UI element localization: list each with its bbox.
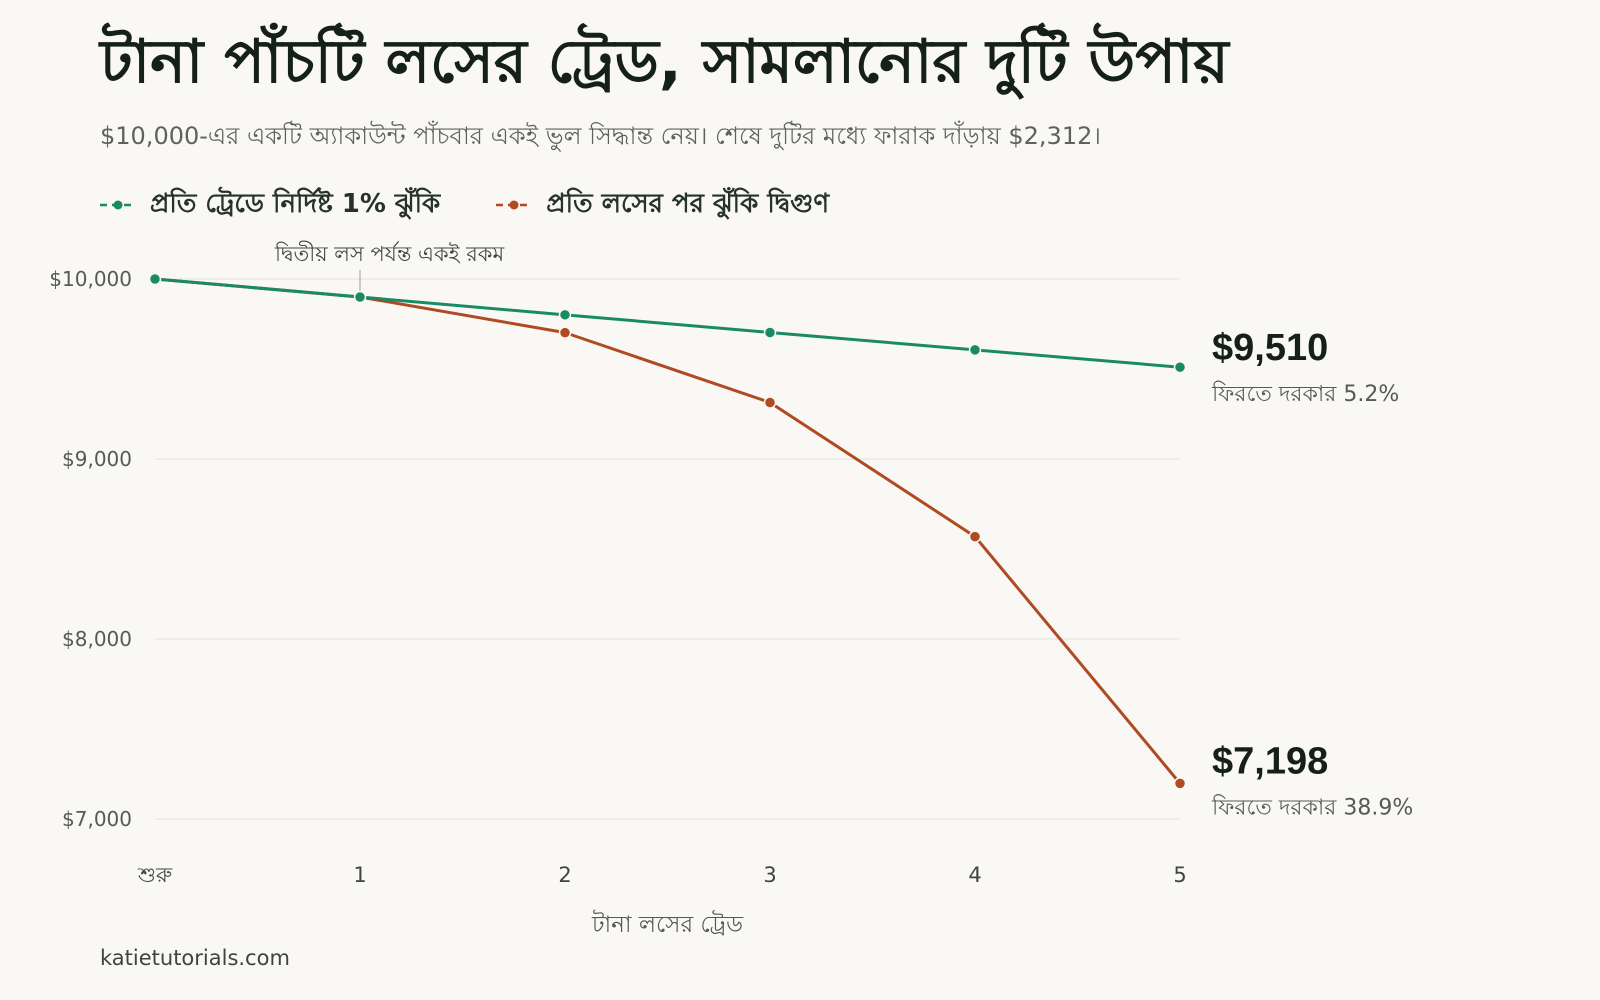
chart-subtitle: $10,000-এর একটি অ্যাকাউন্ট পাঁচবার একই ভ… <box>100 122 1101 150</box>
data-point-doubling <box>763 396 777 409</box>
end-value-label-doubling: $7,198 <box>1212 740 1328 782</box>
data-point-doubling <box>558 326 572 339</box>
legend-marker-doubling <box>496 200 533 210</box>
legend: প্রতি ট্রেডে নির্দিষ্ট 1% ঝুঁকি প্রতি লস… <box>100 183 829 227</box>
legend-item-doubling: প্রতি লসের পর ঝুঁকি দ্বিগুণ <box>496 183 829 227</box>
data-point-doubling <box>968 530 982 543</box>
x-tick-label: 3 <box>763 863 776 887</box>
end-note-doubling: ফিরতে দরকার 38.9% <box>1211 794 1413 820</box>
data-point-fixed <box>353 290 367 304</box>
data-point-doubling <box>1173 777 1187 790</box>
end-value-label-fixed: $9,510 <box>1212 327 1328 369</box>
data-point-fixed <box>1173 360 1187 374</box>
legend-marker-fixed <box>100 200 136 210</box>
series-line-fixed <box>153 277 1182 369</box>
data-point-fixed <box>763 326 777 339</box>
data-point-fixed <box>148 272 162 286</box>
x-tick-label: শুরু <box>137 863 173 887</box>
data-point-fixed <box>968 343 982 357</box>
source-credit: katietutorials.com <box>100 946 290 970</box>
y-tick-label: $7,000 <box>62 807 132 831</box>
data-point-fixed <box>558 308 572 322</box>
legend-item-fixed: প্রতি ট্রেডে নির্দিষ্ট 1% ঝুঁকি <box>100 183 440 227</box>
end-note-fixed: ফিরতে দরকার 5.2% <box>1211 381 1399 407</box>
y-tick-label: $8,000 <box>62 627 132 651</box>
x-tick-label: 4 <box>968 863 981 887</box>
chart-title: টানা পাঁচটি লসের ট্রেড, সামলানোর দুটি উপ… <box>100 27 1229 97</box>
legend-label-fixed: প্রতি ট্রেডে নির্দিষ্ট 1% ঝুঁকি <box>150 189 441 219</box>
x-tick-label: 5 <box>1173 863 1186 887</box>
legend-label-doubling: প্রতি লসের পর ঝুঁকি দ্বিগুণ <box>546 189 830 219</box>
annotation-text: দ্বিতীয় লস পর্যন্ত একই রকম <box>274 241 505 266</box>
x-axis-label: টানা লসের ট্রেড <box>591 910 744 938</box>
y-tick-label: $10,000 <box>49 267 132 291</box>
x-tick-label: 1 <box>353 863 366 887</box>
y-tick-label: $9,000 <box>62 447 132 471</box>
x-tick-label: 2 <box>558 863 571 887</box>
